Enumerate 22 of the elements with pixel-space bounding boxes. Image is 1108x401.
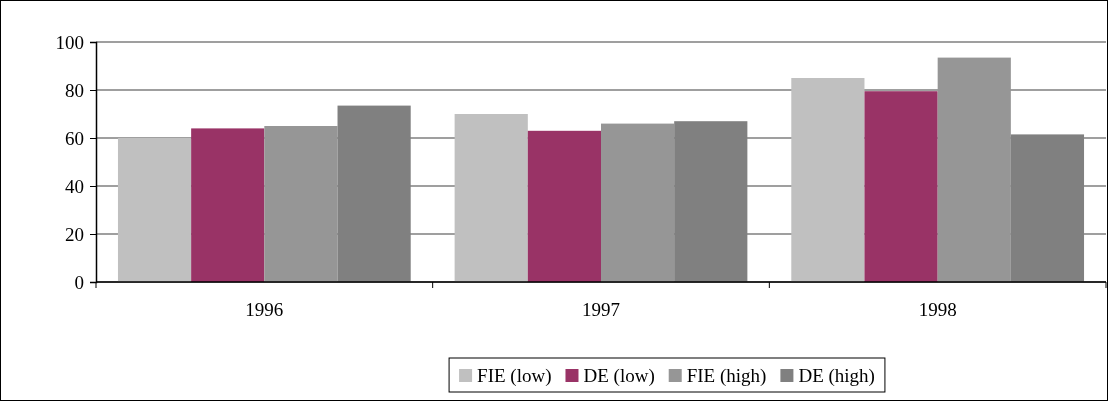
y-tick-label: 0 bbox=[74, 271, 84, 293]
y-tick-label: 80 bbox=[65, 79, 84, 101]
legend-label: DE (high) bbox=[798, 365, 875, 387]
y-tick-label: 40 bbox=[65, 175, 84, 197]
bar bbox=[937, 57, 1011, 282]
x-tick-label: 1997 bbox=[582, 299, 620, 320]
bar bbox=[454, 114, 528, 282]
legend-label: FIE (high) bbox=[686, 365, 767, 387]
x-tick-label: 1998 bbox=[918, 299, 957, 320]
bar bbox=[864, 91, 938, 282]
bar bbox=[117, 138, 192, 282]
legend-label: FIE (low) bbox=[477, 365, 552, 387]
y-tick-label: 20 bbox=[65, 223, 84, 245]
bar bbox=[527, 130, 601, 282]
bar bbox=[601, 123, 675, 282]
y-tick-label: 100 bbox=[55, 31, 84, 53]
bar bbox=[791, 78, 865, 282]
legend-label: DE (low) bbox=[583, 365, 655, 387]
bar bbox=[191, 128, 265, 282]
x-tick-label: 1996 bbox=[245, 299, 284, 320]
y-tick-label: 60 bbox=[65, 127, 84, 149]
bar bbox=[264, 126, 338, 282]
